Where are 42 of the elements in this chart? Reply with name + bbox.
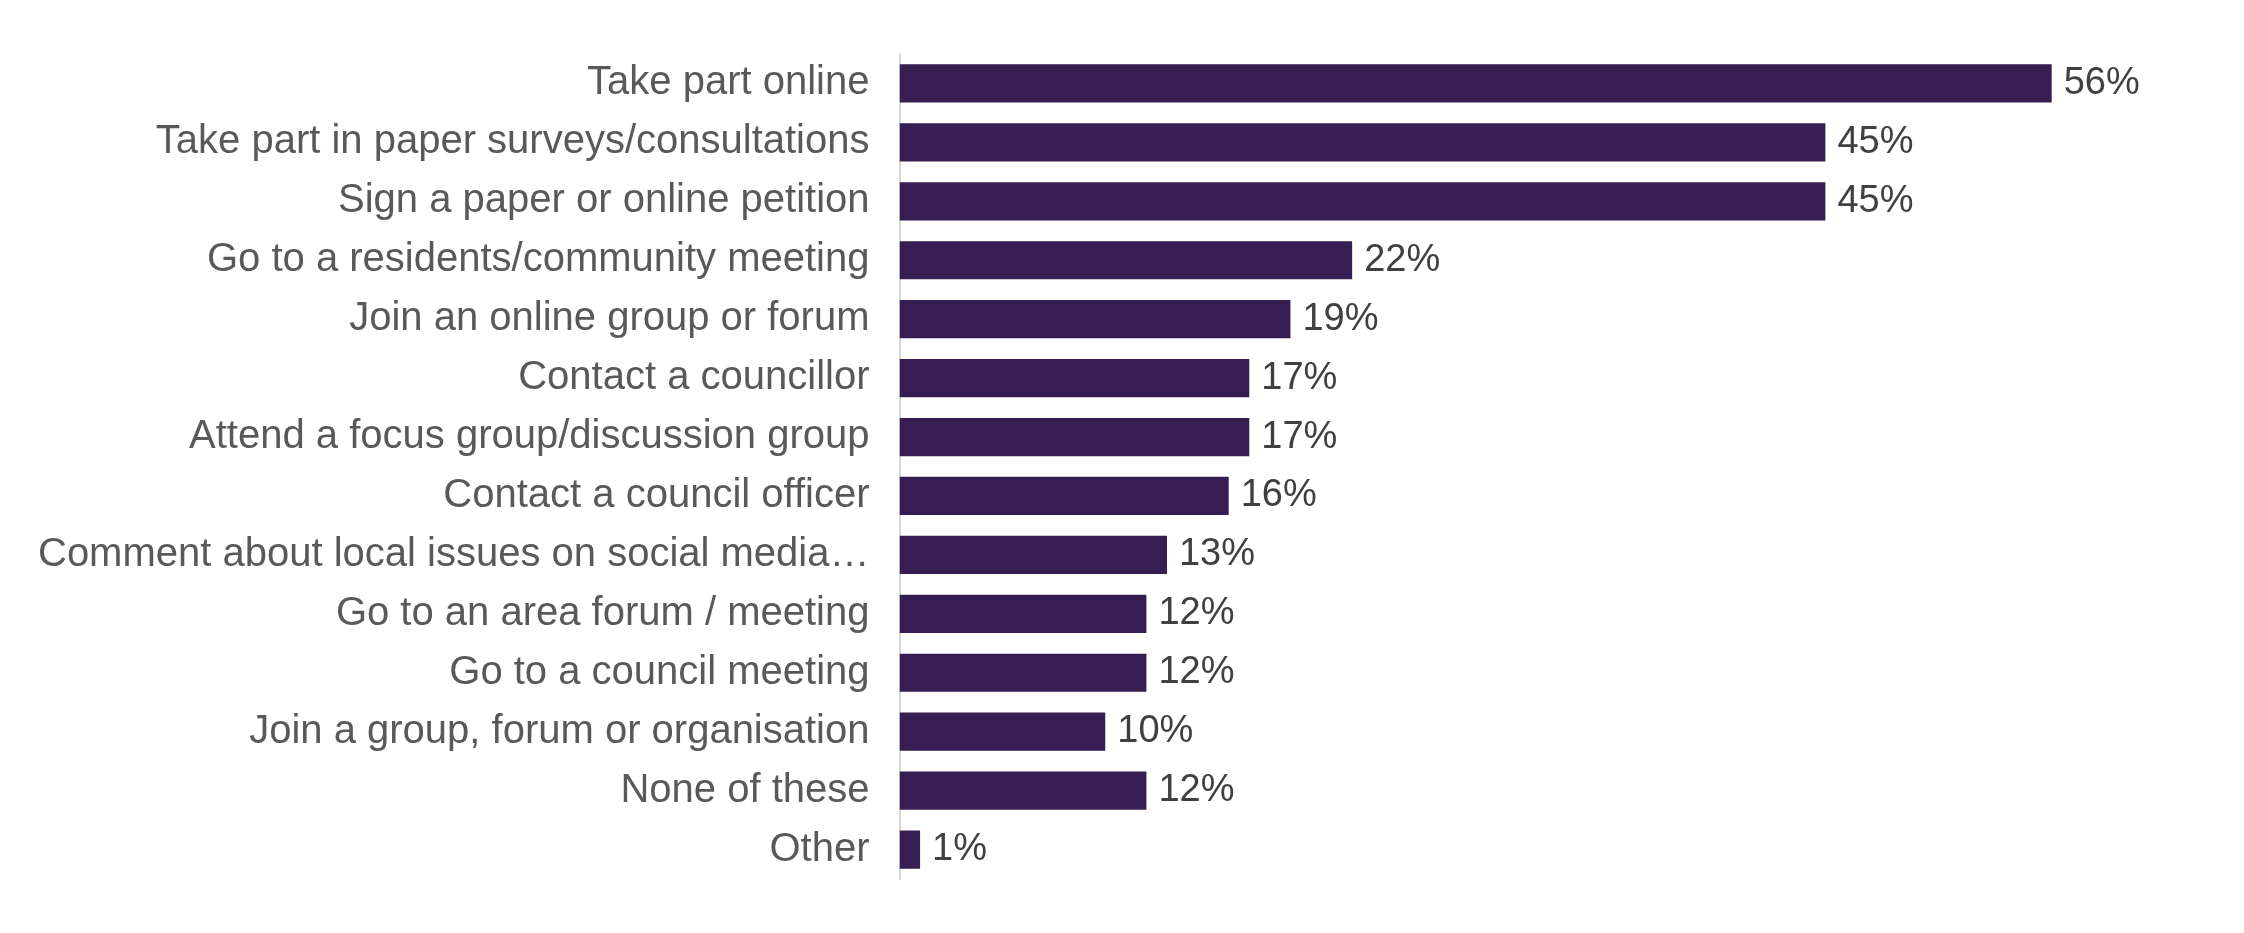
data-label: 12% xyxy=(1158,590,1235,633)
bar xyxy=(899,300,1291,339)
data-label: 12% xyxy=(1158,767,1235,810)
data-label: 17% xyxy=(1261,354,1338,397)
y-tick-label: Take part in paper surveys/consultations xyxy=(155,117,870,162)
y-tick-label: Go to a council meeting xyxy=(449,647,870,692)
bar xyxy=(899,476,1229,516)
y-tick-label: Other xyxy=(769,824,870,869)
bar xyxy=(899,182,1826,221)
y-tick-label: Sign a paper or online petition xyxy=(338,176,870,221)
data-label: 56% xyxy=(2063,59,2140,102)
data-label: 13% xyxy=(1178,531,1256,574)
data-label: 19% xyxy=(1302,295,1379,338)
bar xyxy=(899,359,1250,398)
bar xyxy=(899,771,1147,810)
bar xyxy=(899,712,1106,751)
bar xyxy=(899,241,1353,280)
y-tick-label: Take part online xyxy=(587,58,870,103)
y-tick-label: None of these xyxy=(620,765,870,810)
data-label: 16% xyxy=(1240,472,1317,515)
y-tick-label: Attend a focus group/discussion group xyxy=(189,412,870,457)
y-tick-label: Go to an area forum / meeting xyxy=(335,588,870,633)
y-tick-label: Contact a councillor xyxy=(518,353,870,398)
data-label: 45% xyxy=(1837,177,1914,220)
bar xyxy=(899,64,2052,103)
data-label: 12% xyxy=(1158,649,1235,692)
y-tick-label: Comment about local issues on social media… xyxy=(37,529,870,574)
data-label: 22% xyxy=(1364,236,1441,279)
data-label: 45% xyxy=(1837,118,1914,161)
bar xyxy=(899,830,921,869)
data-label: 17% xyxy=(1261,413,1338,456)
y-tick-label: Join an online group or forum xyxy=(349,294,870,339)
bar xyxy=(899,653,1147,692)
y-tick-label: Join a group, forum or organisation xyxy=(249,706,870,751)
y-tick-label: Go to a residents/community meeting xyxy=(206,235,870,280)
data-label: 1% xyxy=(932,826,987,869)
bar xyxy=(899,535,1167,574)
bar xyxy=(899,594,1147,633)
bar xyxy=(899,417,1250,457)
data-label: 10% xyxy=(1117,708,1194,751)
y-tick-label: Contact a council officer xyxy=(443,471,870,515)
bar xyxy=(899,123,1826,162)
